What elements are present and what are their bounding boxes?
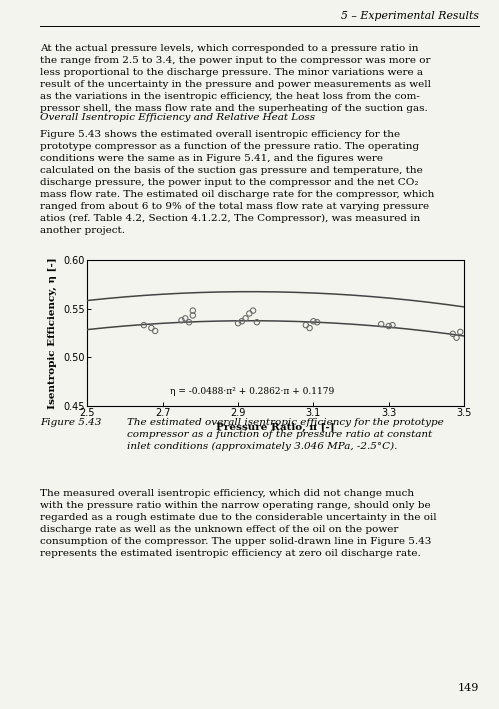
Point xyxy=(309,316,317,327)
Point xyxy=(456,326,464,337)
Point xyxy=(147,323,155,334)
Text: 5 – Experimental Results: 5 – Experimental Results xyxy=(341,11,479,21)
Point xyxy=(234,318,242,329)
Point xyxy=(140,320,148,331)
Point xyxy=(305,323,313,334)
Text: Figure 5.43 shows the estimated overall isentropic efficiency for the
prototype : Figure 5.43 shows the estimated overall … xyxy=(40,130,434,235)
Text: Overall Isentropic Efficiency and Relative Heat Loss: Overall Isentropic Efficiency and Relati… xyxy=(40,113,315,123)
Point xyxy=(249,305,257,316)
Point xyxy=(181,313,189,324)
Text: η = -0.0488·π² + 0.2862·π + 0.1179: η = -0.0488·π² + 0.2862·π + 0.1179 xyxy=(170,387,334,396)
Point xyxy=(313,316,321,328)
Point xyxy=(189,305,197,316)
Point xyxy=(253,316,261,328)
Point xyxy=(377,318,385,330)
Point xyxy=(246,308,253,319)
Y-axis label: Isentropic Efficiency, η [-]: Isentropic Efficiency, η [-] xyxy=(48,257,57,408)
Text: The estimated overall isentropic efficiency for the prototype
compressor as a fu: The estimated overall isentropic efficie… xyxy=(127,418,444,452)
Point xyxy=(389,320,397,331)
X-axis label: Pressure Ratio, π [-]: Pressure Ratio, π [-] xyxy=(217,423,335,432)
Point xyxy=(449,328,457,340)
Point xyxy=(453,332,461,343)
Point xyxy=(151,325,159,337)
Point xyxy=(238,316,246,327)
Text: At the actual pressure levels, which corresponded to a pressure ratio in
the ran: At the actual pressure levels, which cor… xyxy=(40,44,431,113)
Point xyxy=(178,315,186,326)
Point xyxy=(302,320,310,331)
Point xyxy=(189,310,197,321)
Point xyxy=(185,316,193,328)
Text: Figure 5.43: Figure 5.43 xyxy=(40,418,101,428)
Point xyxy=(385,320,393,332)
Point xyxy=(242,313,250,324)
Text: 149: 149 xyxy=(458,683,479,693)
Text: The measured overall isentropic efficiency, which did not change much
with the p: The measured overall isentropic efficien… xyxy=(40,489,437,558)
